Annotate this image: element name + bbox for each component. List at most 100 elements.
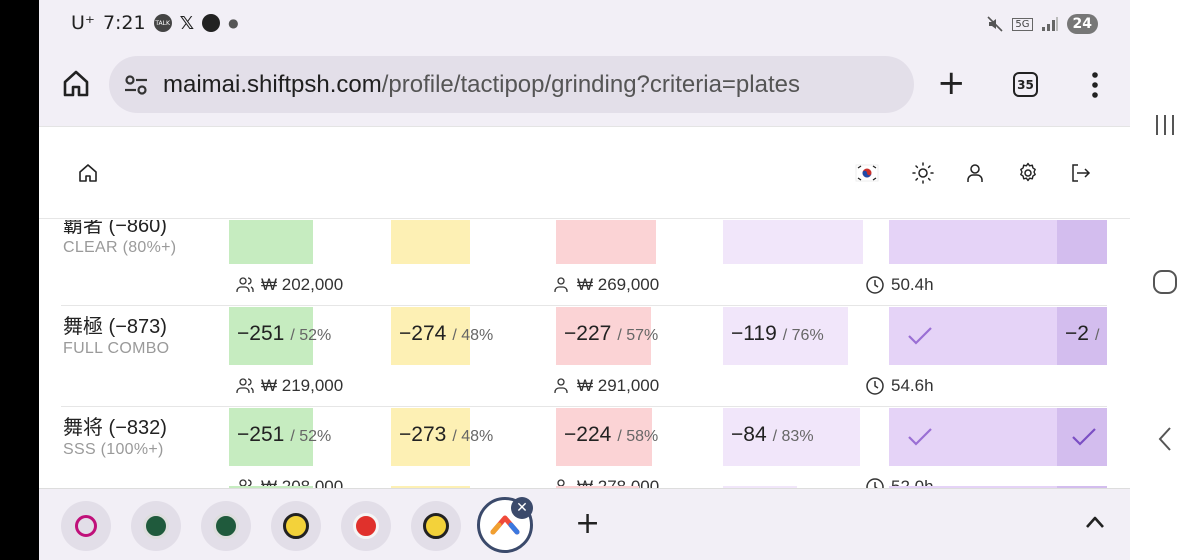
plate-title: 覇者 (−860) [63, 220, 167, 237]
x-icon: 𝕏 [179, 12, 195, 34]
tab-switcher-button[interactable]: 35 [1013, 72, 1038, 97]
status-right: 5G 24 [986, 14, 1098, 34]
progress-fill [889, 408, 1057, 466]
status-bar: U⁺ 7:21 TALK 𝕏 ● 5G 24 [39, 0, 1130, 50]
grinding-table: 覇者 (−860) CLEAR (80%+) ₩ 202,000 ₩ 269,000 5… [39, 220, 1130, 488]
progress-fill [889, 307, 1057, 365]
cell-value: −274 / 48% [399, 322, 493, 346]
left-letterbox [0, 0, 39, 560]
close-tab-icon[interactable]: ✕ [511, 497, 533, 519]
status-left: U⁺ 7:21 TALK 𝕏 ● [71, 12, 239, 34]
progress-fill [229, 220, 313, 264]
site-settings-icon[interactable] [121, 70, 151, 100]
progress-fill [391, 408, 470, 466]
difficulty-cell[interactable] [1057, 408, 1107, 466]
new-tab-plus-icon[interactable]: + [937, 63, 966, 103]
difficulty-cell[interactable]: −227 / 57% [556, 307, 722, 365]
difficulty-cell[interactable]: −251 / 52% [229, 408, 390, 466]
user-icon [551, 376, 571, 396]
tab-maimai[interactable] [61, 501, 111, 551]
remaining-count: −119 [731, 322, 777, 345]
more-menu-icon[interactable] [1085, 70, 1105, 100]
settings-gear-icon[interactable] [1016, 161, 1040, 185]
meta-clock: 52.0h [865, 477, 934, 488]
battery-badge: 24 [1066, 14, 1098, 34]
cell-value: −84 / 83% [731, 423, 814, 447]
meta-user: ₩ 291,000 [551, 376, 659, 396]
remaining-count: −227 [564, 322, 612, 345]
meta-users: ₩ 202,000 [235, 275, 343, 295]
difficulty-cell[interactable]: −224 / 58% [556, 408, 722, 466]
row-divider [61, 406, 1107, 407]
peek-cell [229, 486, 313, 488]
completion-percent: / 57% [617, 327, 659, 344]
check-icon [908, 327, 932, 345]
difficulty-cell[interactable] [889, 408, 1057, 466]
back-icon[interactable] [1150, 424, 1180, 454]
cell-value: −119 / 76% [731, 322, 824, 346]
difficulty-cell[interactable] [1057, 220, 1107, 264]
difficulty-cell[interactable]: −2 / [1057, 307, 1107, 365]
progress-fill [229, 408, 313, 466]
tab-count: 35 [1017, 77, 1034, 92]
meta-value: ₩ 291,000 [577, 376, 660, 395]
progress-fill [391, 220, 470, 264]
difficulty-cell[interactable] [391, 220, 555, 264]
meta-value: ₩ 219,000 [261, 376, 344, 395]
plate-title: 舞極 (−873) [63, 316, 167, 338]
site-header [39, 127, 1130, 219]
progress-fill [556, 220, 656, 264]
difficulty-cell[interactable] [889, 307, 1057, 365]
meta-value: 54.6h [891, 376, 934, 395]
talk-badge-label: TALK [155, 19, 170, 27]
clock-icon [865, 376, 885, 396]
tab-robot-1[interactable] [131, 501, 181, 551]
user-icon [551, 275, 571, 295]
cell-value: −251 / 52% [237, 423, 331, 447]
difficulty-cell[interactable] [229, 220, 390, 264]
difficulty-cell[interactable]: −84 / 83% [723, 408, 888, 466]
tab-cat-1[interactable] [271, 501, 321, 551]
remaining-count: −274 [399, 322, 447, 345]
difficulty-cell[interactable]: −273 / 48% [391, 408, 555, 466]
remaining-count: −2 [1065, 322, 1089, 345]
chevron-up-icon[interactable] [1085, 515, 1105, 529]
logout-icon[interactable] [1068, 161, 1092, 185]
difficulty-cell[interactable] [889, 220, 1057, 264]
user-profile-icon[interactable] [963, 161, 987, 185]
remaining-count: −251 [237, 423, 285, 446]
plate-criteria: FULL COMBO [63, 340, 170, 357]
korea-flag-icon[interactable] [855, 161, 879, 185]
add-tab-plus-icon[interactable]: + [575, 506, 601, 541]
difficulty-cell[interactable] [723, 220, 888, 264]
clock-icon [865, 275, 885, 295]
url-text[interactable]: maimai.shiftpsh.com/profile/tactipop/gri… [163, 71, 800, 99]
difficulty-cell[interactable]: −251 / 52% [229, 307, 390, 365]
tab-robot-2[interactable] [201, 501, 251, 551]
completion-percent: / 48% [452, 428, 494, 445]
difficulty-cell[interactable]: −274 / 48% [391, 307, 555, 365]
progress-fill [1057, 408, 1107, 466]
site-home-icon[interactable] [77, 162, 99, 184]
progress-fill [723, 307, 849, 365]
meta-clock: 54.6h [865, 376, 934, 396]
recents-icon[interactable] [1150, 110, 1180, 140]
plate-criteria: SSS (100%+) [63, 441, 164, 458]
theme-sun-icon[interactable] [911, 161, 935, 185]
difficulty-cell[interactable] [556, 220, 722, 264]
row-divider [61, 305, 1107, 306]
check-icon [908, 428, 932, 446]
home-nav-icon[interactable] [1150, 267, 1180, 297]
tab-rabbit[interactable] [341, 501, 391, 551]
progress-fill [229, 307, 313, 365]
meta-value: ₩ 269,000 [577, 275, 660, 294]
carrier-label: U⁺ [71, 12, 95, 34]
completion-percent: / 76% [782, 327, 824, 344]
address-bar[interactable]: maimai.shiftpsh.com/profile/tactipop/gri… [109, 56, 914, 113]
peek-cell [889, 486, 1057, 488]
browser-home-icon[interactable] [61, 68, 91, 98]
meta-value: ₩ 208,000 [261, 477, 344, 488]
phone-screen: U⁺ 7:21 TALK 𝕏 ● 5G 24 maimai.shiftpsh.c… [39, 0, 1130, 560]
tab-cat-2[interactable] [411, 501, 461, 551]
difficulty-cell[interactable]: −119 / 76% [723, 307, 888, 365]
